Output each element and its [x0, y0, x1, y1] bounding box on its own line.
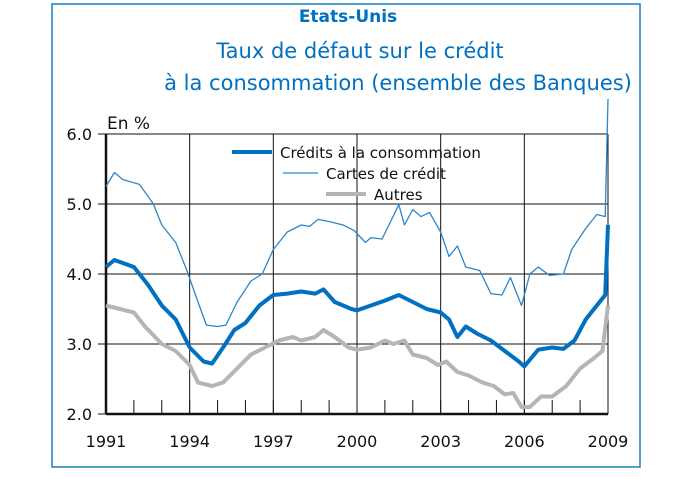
y-tick-label: 5.0	[67, 195, 92, 214]
x-tick-label: 2006	[504, 432, 545, 451]
legend: Crédits à la consommation Cartes de créd…	[232, 144, 481, 204]
y-tick-label: 6.0	[67, 125, 92, 144]
y-tick-label: 4.0	[67, 265, 92, 284]
x-tick-label: 2000	[337, 432, 378, 451]
series-line-others	[105, 303, 610, 409]
region-label: Etats-Unis	[299, 7, 397, 27]
x-tick-label: 1991	[86, 432, 127, 451]
legend-label-cards: Cartes de crédit	[326, 165, 446, 183]
y-tick-label: 2.0	[67, 405, 92, 424]
y-axis-label: En %	[107, 114, 150, 134]
chart-frame	[51, 3, 641, 468]
x-tick-label: 1997	[253, 432, 294, 451]
x-tick-label: 2003	[420, 432, 461, 451]
y-tick-label: 3.0	[67, 335, 92, 354]
series-line-cards	[105, 98, 609, 328]
x-tick-label: 2009	[588, 432, 629, 451]
legend-label-consumer: Crédits à la consommation	[280, 144, 481, 162]
chart-title-line-2: à la consommation (ensemble des Banques)	[164, 71, 632, 95]
x-tick-label: 1994	[169, 432, 210, 451]
chart-title-line-1: Taux de défaut sur le crédit	[215, 39, 503, 63]
legend-label-others: Autres	[374, 186, 423, 204]
series-line-consumer	[104, 224, 610, 369]
